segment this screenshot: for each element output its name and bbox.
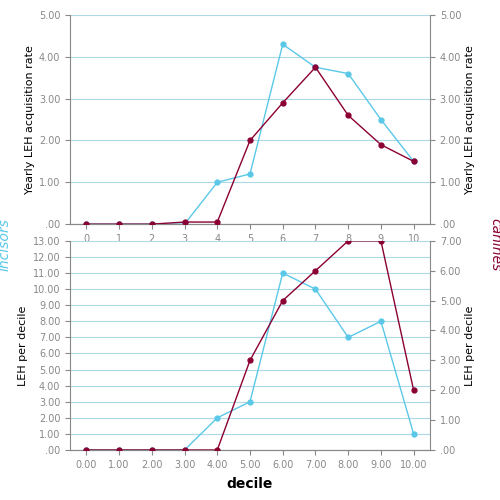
Text: incisors: incisors [0, 218, 12, 272]
X-axis label: decile: decile [227, 476, 273, 490]
Y-axis label: Yearly LEH acquisition rate: Yearly LEH acquisition rate [24, 45, 34, 194]
Text: canines: canines [488, 218, 500, 272]
Y-axis label: LEH per decile: LEH per decile [466, 305, 475, 386]
Y-axis label: LEH per decile: LEH per decile [18, 305, 28, 386]
Y-axis label: Yearly LEH acquisition rate: Yearly LEH acquisition rate [466, 45, 475, 194]
